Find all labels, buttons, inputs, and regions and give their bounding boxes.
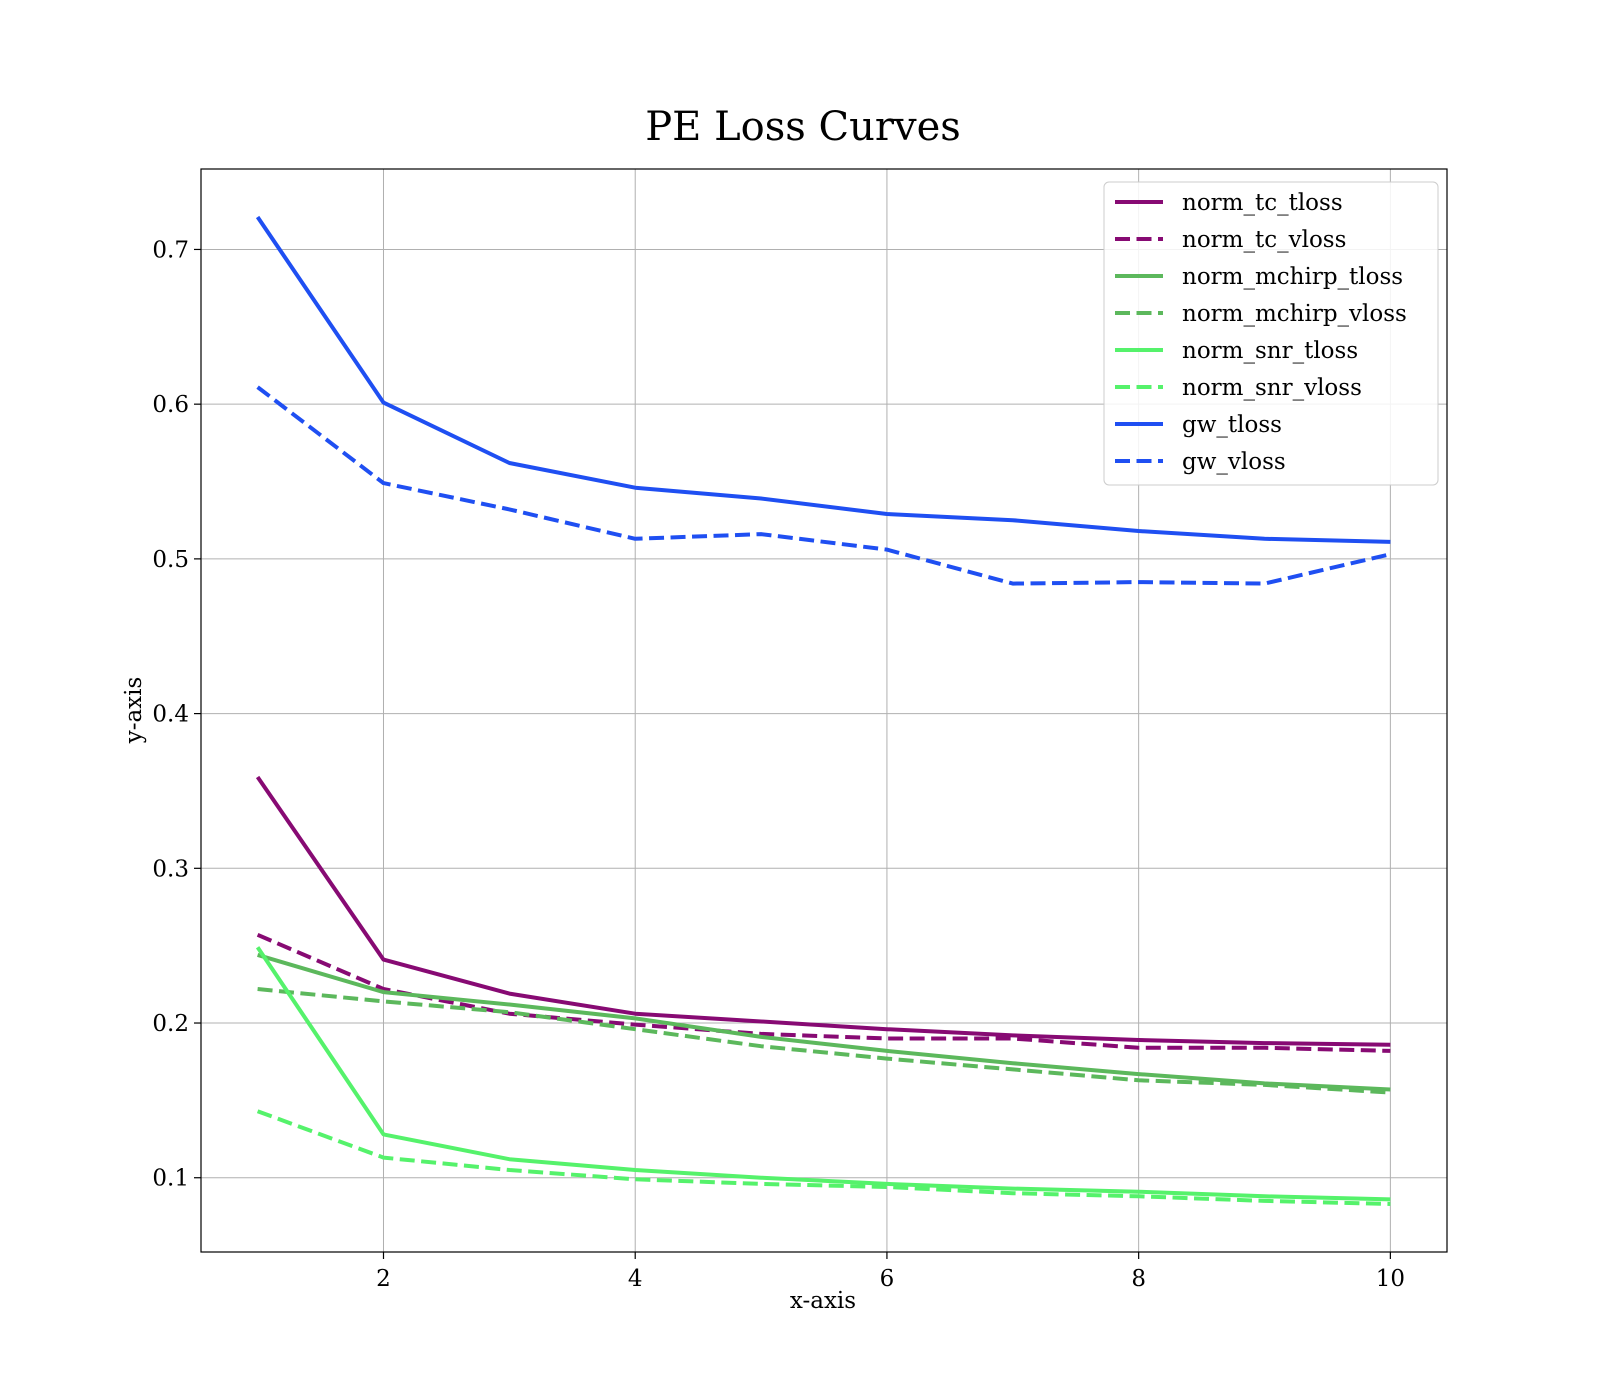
chart-title: PE Loss Curves <box>645 104 961 150</box>
series-line-norm-tc-tloss <box>255 775 1391 1047</box>
legend-label: norm_tc_tloss <box>1182 190 1343 216</box>
series-line-norm-mchirp-tloss <box>257 952 1391 1092</box>
y-axis-label: y-axis <box>121 677 147 745</box>
series-line-gw-tloss <box>255 215 1391 544</box>
x-axis-label: x-axis <box>790 1288 856 1314</box>
legend-box <box>1103 181 1439 486</box>
legend-label: norm_mchirp_tloss <box>1182 264 1403 290</box>
series-line-norm-tc-vloss <box>256 932 1391 1053</box>
series-line-norm-mchirp-vloss <box>257 987 1391 1095</box>
axis-ticks: 2 4 6 8 10 0.1 0.2 0.3 0.4 0.5 0.6 0.7 <box>152 237 1405 1292</box>
series-line-gw-vloss <box>256 385 1391 586</box>
y-tick-label: 0.3 <box>152 856 189 882</box>
legend-label: norm_mchirp_vloss <box>1182 301 1407 327</box>
legend-label: norm_snr_tloss <box>1182 338 1358 364</box>
y-tick-label: 0.1 <box>152 1166 189 1192</box>
y-tick-label: 0.5 <box>152 547 189 573</box>
x-tick-label: 8 <box>1131 1266 1146 1292</box>
x-tick-label: 4 <box>628 1266 643 1292</box>
y-tick-label: 0.4 <box>152 702 189 728</box>
x-tick-label: 10 <box>1376 1266 1405 1292</box>
grid <box>201 169 1447 1252</box>
y-tick-label: 0.7 <box>152 237 189 263</box>
x-tick-label: 6 <box>880 1266 895 1292</box>
y-tick-label: 0.2 <box>152 1011 189 1037</box>
y-tick-label: 0.6 <box>152 392 189 418</box>
series-line-norm-snr-vloss <box>256 1109 1391 1206</box>
legend-label: gw_vloss <box>1182 449 1286 475</box>
legend-label: gw_tloss <box>1182 412 1282 438</box>
plot-area-frame <box>200 168 1448 1253</box>
legend-label: norm_tc_vloss <box>1182 227 1346 253</box>
legend: norm_tc_tloss norm_tc_vloss norm_mchirp_tl… <box>1103 181 1439 486</box>
series-line-norm-snr-tloss <box>255 946 1391 1202</box>
legend-label: norm_snr_vloss <box>1182 375 1362 401</box>
series-lines <box>255 215 1391 1206</box>
x-tick-label: 2 <box>376 1266 391 1292</box>
